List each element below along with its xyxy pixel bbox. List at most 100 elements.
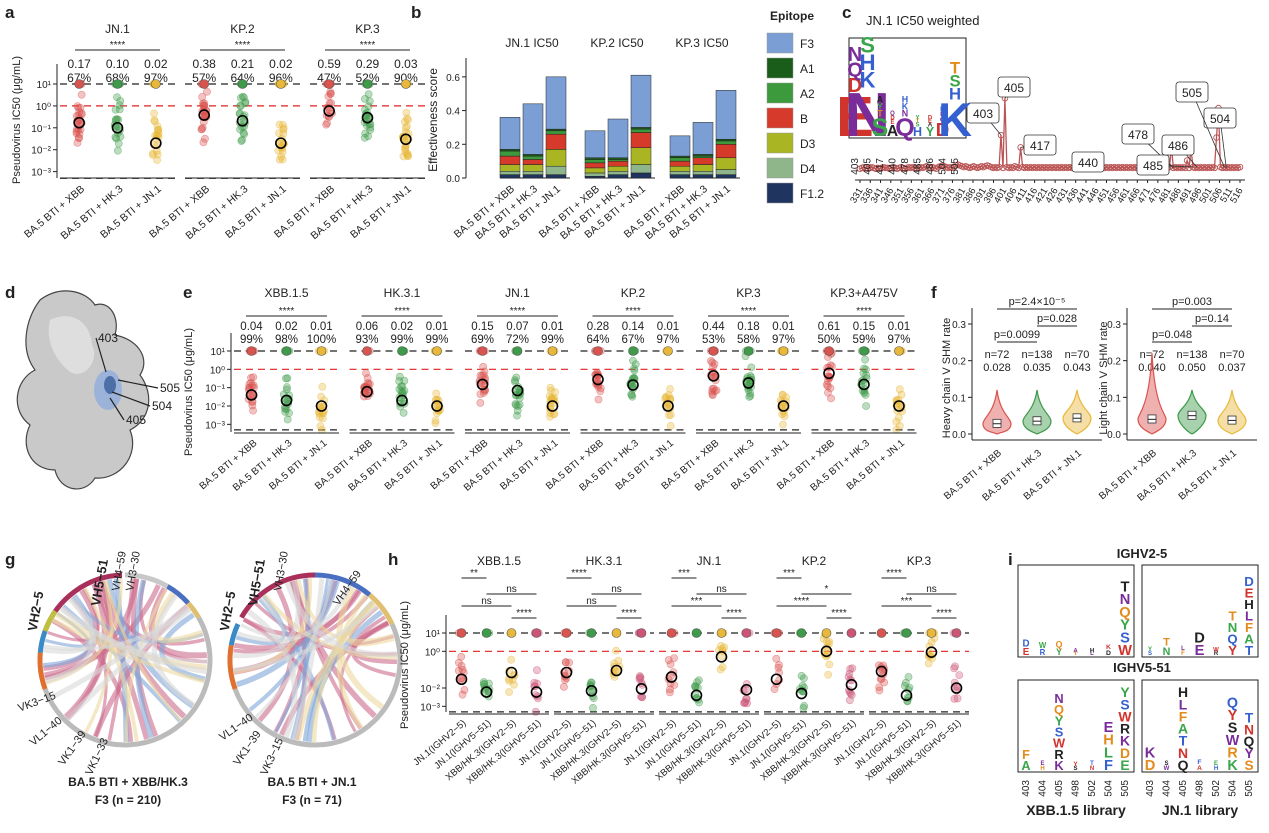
panel-e-pct-label: 98% bbox=[275, 334, 298, 346]
panel-h-sig-label: *** bbox=[691, 596, 703, 607]
panel-a-cap-point bbox=[276, 79, 286, 89]
panel-i-logo-letter: H bbox=[1090, 648, 1094, 654]
panel-a-median-label: 0.02 bbox=[269, 57, 293, 71]
panel-e-pct-label: 99% bbox=[541, 334, 564, 346]
panel-h-point bbox=[614, 656, 623, 665]
panel-h-sig-label: * bbox=[825, 584, 829, 595]
panel-a-median-label: 0.21 bbox=[231, 57, 255, 71]
panel-i-logo-letter: S bbox=[1228, 721, 1238, 737]
panel-d-site-label: 403 bbox=[98, 331, 118, 345]
panel-c-logo-site-label: 504 bbox=[938, 158, 949, 175]
panel-h-point bbox=[635, 672, 644, 681]
panel-e-point bbox=[596, 387, 605, 396]
panel-c-logo-letter: H bbox=[949, 84, 961, 103]
panel-a-point bbox=[73, 102, 82, 110]
panel-d-highlight bbox=[48, 316, 95, 374]
panel-i-row-title: IGHV2-5 bbox=[1117, 546, 1168, 561]
panel-h-facet-title: KP.3 bbox=[907, 554, 932, 568]
panel-i-logo-letter: R bbox=[1040, 648, 1046, 657]
panel-i-logo-letter: Q bbox=[1227, 696, 1238, 712]
panel-e-median-label: 0.01 bbox=[310, 321, 332, 333]
panel-i-logo-letter: L bbox=[1179, 696, 1188, 712]
panel-i-logo-letter: A bbox=[1197, 765, 1202, 772]
panel-a-y-tick-label: 10¹ bbox=[37, 80, 52, 91]
panel-e-y-tick-label: 10¹ bbox=[211, 347, 226, 358]
panel-i-logo-letter: E bbox=[1040, 761, 1044, 767]
panel-e-facet-title: HK.3.1 bbox=[384, 286, 421, 300]
panel-b-bar-D4 bbox=[607, 171, 629, 175]
panel-e-facet-title: XBB.1.5 bbox=[264, 286, 308, 300]
panel-a-cap-point bbox=[151, 79, 161, 89]
panel-i-logo-letter: H bbox=[1103, 733, 1114, 749]
panel-b-bar-A2 bbox=[692, 155, 714, 159]
panel-g-gene-arc bbox=[239, 572, 316, 619]
panel-h-sig-label: ns bbox=[481, 596, 492, 607]
panel-h-sig-label: *** bbox=[678, 568, 690, 579]
panel-c-callout-box bbox=[1121, 123, 1155, 145]
panel-h-cap-point bbox=[951, 628, 962, 638]
panel-e-facet: KP.3+A475V****0.6150%0.1559%0.0197%BA.5 … bbox=[775, 286, 917, 494]
panel-i-logo-letter: E bbox=[1104, 720, 1114, 736]
panel-c-logo-letter: N bbox=[845, 80, 890, 150]
panel-g-right-gene-label: VH2−5 bbox=[217, 590, 239, 632]
panel-b-bar-F3 bbox=[522, 103, 544, 155]
panel-i-logo-letter: E bbox=[1023, 647, 1030, 658]
panel-e-x-tick-label: BA.5 BTI + XBB bbox=[198, 438, 260, 493]
panel-a-point bbox=[237, 137, 246, 145]
panel-c-logo-letter: S bbox=[949, 71, 960, 90]
panel-e-cap-point bbox=[859, 346, 869, 356]
panel-i-logo-letter: Y bbox=[1120, 618, 1130, 634]
panel-e-point bbox=[630, 364, 638, 373]
panel-h-y-tick-label: 10⁻³ bbox=[420, 702, 440, 713]
panel-e-facet-title: KP.3 bbox=[736, 286, 761, 300]
panel-a-pct-label: 52% bbox=[355, 71, 379, 85]
panel-h-point bbox=[845, 696, 854, 705]
panel-i-logo-letter: Q bbox=[1227, 632, 1237, 647]
panel-b-legend-label-F1.2: F1.2 bbox=[800, 187, 824, 201]
panel-e-point bbox=[745, 392, 754, 401]
panel-h-facet-title: XBB.1.5 bbox=[477, 554, 521, 568]
panel-a-point bbox=[364, 102, 373, 111]
panel-a-median-label: 0.38 bbox=[192, 57, 216, 71]
panel-f-p-top: p=0.003 bbox=[1172, 296, 1212, 308]
panel-i-logo-letter: Y bbox=[1228, 708, 1238, 724]
panel-g-left-gene-label: VK1−39 bbox=[56, 729, 88, 768]
panel-h-sig-label: ns bbox=[611, 584, 622, 595]
panel-label-b: b bbox=[411, 3, 421, 22]
panel-e-median-marker bbox=[627, 379, 639, 391]
panel-i-logo-letter: K bbox=[1106, 644, 1111, 651]
panel-e-point bbox=[283, 415, 292, 424]
panel-c-logo-letter: N bbox=[902, 109, 908, 119]
panel-c-logo-letter: A bbox=[877, 95, 884, 105]
panel-e-point bbox=[778, 420, 787, 429]
panel-e-pct-label: 50% bbox=[817, 334, 840, 346]
panel-c-callout-label: 485 bbox=[1143, 159, 1163, 173]
panel-a-point bbox=[115, 105, 124, 114]
panel-g-ribbon bbox=[124, 588, 168, 743]
panel-c-logo-letter: K bbox=[938, 94, 972, 146]
panel-e-y-axis-title: Pseudovirus IC50 (μg/mL) bbox=[183, 328, 195, 456]
panel-e-point bbox=[431, 416, 440, 425]
panel-b-y-tick-label: 0.0 bbox=[446, 174, 460, 185]
panel-i-logo-letter: T bbox=[1121, 579, 1130, 595]
panel-a-cap-point bbox=[199, 79, 209, 89]
panel-h-median-marker bbox=[690, 689, 703, 702]
panel-h-point bbox=[774, 663, 783, 672]
panel-e-cap-point bbox=[708, 346, 719, 356]
panel-b-bar-A1 bbox=[499, 149, 521, 152]
panel-i-logo-letter: W bbox=[1039, 641, 1047, 650]
panel-i-logo-letter: K bbox=[1227, 758, 1238, 774]
panel-label-f: f bbox=[931, 283, 937, 302]
panel-h-point bbox=[718, 663, 727, 672]
panel-a-facet-title: KP.3 bbox=[355, 22, 380, 36]
panel-g-ribbon bbox=[83, 587, 139, 742]
panel-a-median-label: 0.29 bbox=[356, 57, 380, 71]
panel-e-median-label: 0.14 bbox=[622, 321, 645, 333]
panel-h-point bbox=[720, 643, 729, 652]
panel-i-logo-letter: N bbox=[1163, 646, 1171, 658]
panel-i-logo-letter: Q bbox=[1054, 702, 1064, 717]
panel-e-median-marker bbox=[742, 377, 755, 389]
panel-e-x-tick-label: BA.5 BTI + HK.3 bbox=[231, 438, 295, 494]
